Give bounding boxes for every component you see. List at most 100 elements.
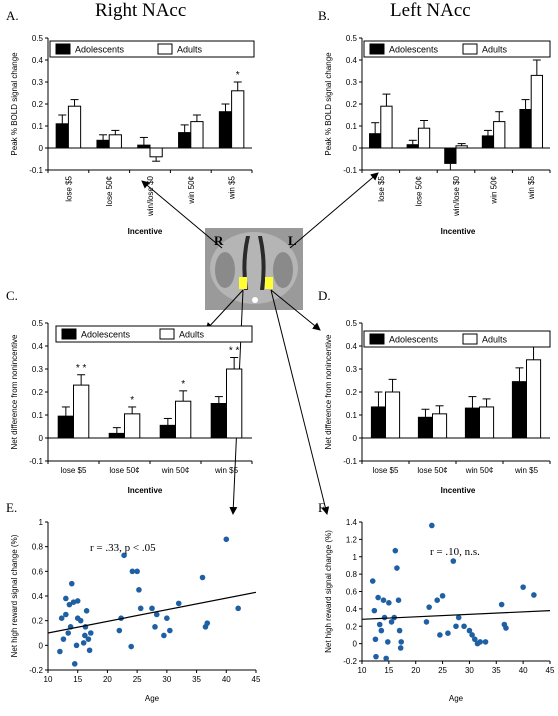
category-label: lose 50¢ <box>417 466 447 475</box>
category-label: win/lose $0 <box>146 175 155 217</box>
bar-adults <box>67 105 82 149</box>
panel-b: B. -0.1 0 0.1 0.2 0.3 0.4 0.5 Peak % BOLD signal… <box>318 8 551 236</box>
y-tick-label: 0.4 <box>32 56 44 65</box>
data-point <box>461 623 467 630</box>
bar-adolescents <box>96 139 110 149</box>
legend-swatch <box>157 43 173 55</box>
bar-adults <box>149 147 163 158</box>
y-tick-label: 0.1 <box>32 122 44 131</box>
bar-adults <box>226 368 243 439</box>
x-tick-label: 20 <box>103 675 112 684</box>
data-point <box>167 627 173 634</box>
data-point <box>369 578 376 584</box>
data-point <box>58 615 65 621</box>
y-tick-label: 1.2 <box>346 535 358 544</box>
arrow-to-panel-c <box>205 289 244 331</box>
y-tick-label: 0.1 <box>346 411 358 420</box>
correlation-annotation: r = .10, n.s. <box>430 546 480 558</box>
brain-tissue <box>210 232 298 304</box>
y-axis-label: Net difference from nonincentive <box>10 334 19 450</box>
data-point <box>136 587 142 593</box>
data-point <box>453 623 459 630</box>
data-point <box>384 639 391 645</box>
data-point <box>426 604 432 610</box>
y-tick-label: 0.5 <box>346 34 358 43</box>
bar-adults <box>175 400 192 439</box>
ventricle-left <box>258 236 266 290</box>
legend-swatch <box>369 333 385 345</box>
x-axis-label: Incentive <box>441 227 476 236</box>
data-point <box>83 608 90 614</box>
significance-star: * <box>236 70 240 81</box>
legend-entry: Adults <box>482 45 508 55</box>
data-point <box>223 536 230 543</box>
data-point <box>68 580 75 587</box>
trend-line <box>47 591 257 634</box>
y-tick-label: 0.2 <box>32 388 44 397</box>
bar-adults <box>432 413 448 439</box>
y-tick-label: 0.5 <box>32 34 44 43</box>
legend-swatch <box>369 43 385 55</box>
y-tick-label: 0 <box>353 144 358 153</box>
legend-box <box>49 40 255 58</box>
bar-adolescents <box>511 381 528 439</box>
bar-adults <box>455 145 468 149</box>
data-point <box>63 611 69 618</box>
data-point <box>437 632 443 638</box>
data-point <box>392 547 399 554</box>
bar-adolescents <box>108 432 125 439</box>
data-point <box>455 614 462 621</box>
legend-entry: Adults <box>482 335 508 345</box>
data-point <box>520 584 526 590</box>
data-point <box>85 636 92 642</box>
category-label: lose 50¢ <box>414 176 423 206</box>
category-label: win $5 <box>527 175 536 200</box>
significance-star: * * <box>76 363 87 374</box>
category-label: lose 50¢ <box>105 176 114 206</box>
x-axis-label: Incentive <box>128 486 163 495</box>
legend-entry: Adolescents <box>81 330 131 340</box>
arrow-to-panel-a <box>141 180 223 249</box>
bar-adolescents <box>218 111 233 149</box>
y-tick-label: 0 <box>39 434 44 443</box>
data-point <box>371 607 378 614</box>
y-axis-label: Net high reward signal change (%) <box>10 534 19 657</box>
data-point <box>77 617 84 624</box>
legend-box <box>55 325 253 343</box>
data-point <box>129 568 136 575</box>
data-point <box>60 636 67 642</box>
x-tick-label: 35 <box>492 666 501 675</box>
gray-matter-left <box>273 252 293 288</box>
y-tick-label: 1 <box>353 553 358 562</box>
legend-swatch <box>462 333 478 345</box>
category-label: win 50¢ <box>465 466 494 475</box>
legend-swatch <box>61 328 77 340</box>
data-point <box>450 558 457 564</box>
x-axis-label: Age <box>449 694 464 703</box>
y-tick-label: -0.2 <box>343 657 357 666</box>
data-point <box>175 600 182 607</box>
data-point <box>204 620 211 626</box>
bar-adults <box>479 406 495 439</box>
correlation-annotation: r = .33, p < .05 <box>90 542 156 554</box>
data-point <box>199 574 206 581</box>
data-point <box>531 592 537 598</box>
title-left-nacc: Left NAcc <box>390 0 471 21</box>
significance-star: * <box>181 379 185 390</box>
y-tick-label: -0.1 <box>343 166 357 175</box>
title-right-nacc: Right NAcc <box>95 0 186 21</box>
brain-l-label: L <box>288 233 297 248</box>
panel-label: E. <box>6 500 17 515</box>
data-point <box>86 647 93 654</box>
legend-swatch <box>55 43 71 55</box>
y-tick-label: 0.4 <box>346 56 358 65</box>
bar-adults <box>530 74 543 149</box>
legend-box <box>363 40 551 58</box>
legend-entry: Adolescents <box>389 335 439 345</box>
x-tick-label: 30 <box>162 675 171 684</box>
data-point <box>116 627 123 634</box>
x-tick-label: 25 <box>438 666 447 675</box>
legend-swatch <box>462 43 478 55</box>
y-tick-label: 0.1 <box>346 122 358 131</box>
y-tick-label: 0.6 <box>346 588 358 597</box>
